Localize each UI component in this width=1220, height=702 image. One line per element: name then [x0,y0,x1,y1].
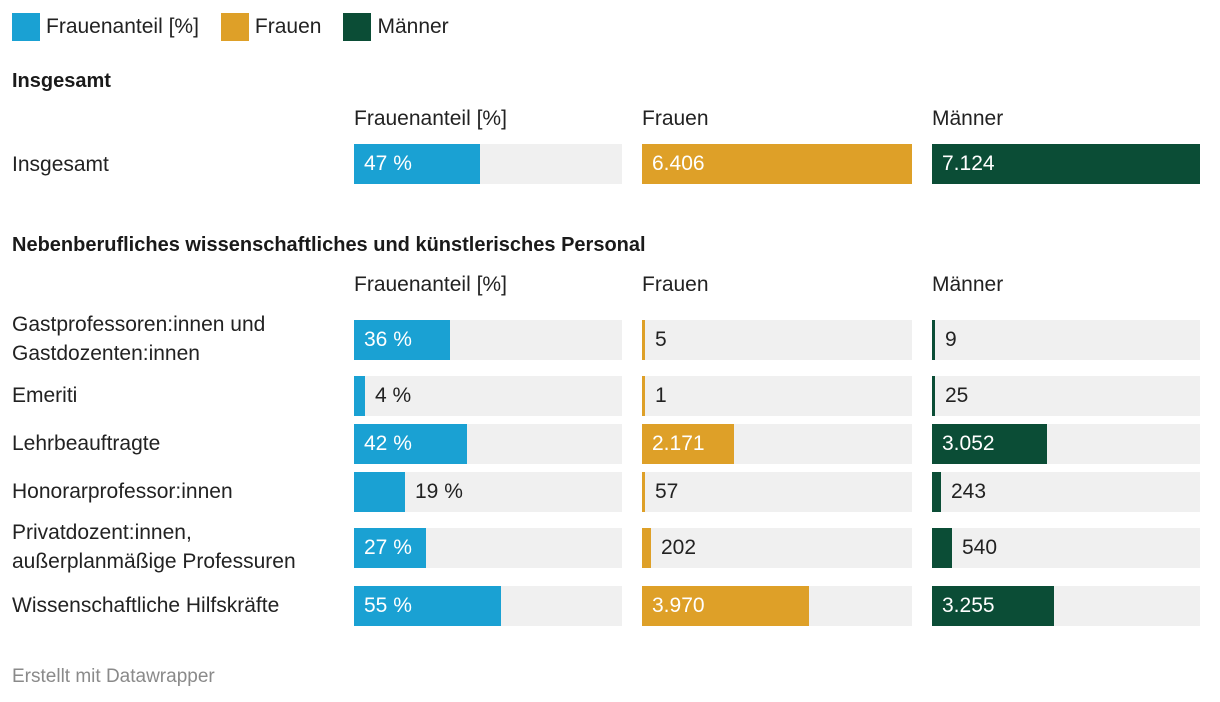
bar-men [932,472,941,512]
value-label-women: 2.171 [652,432,705,455]
bar-track-women: 57 [642,472,912,512]
column-header-women: Frauen [642,273,709,296]
value-label-men: 3.052 [942,432,995,455]
value-label-men: 7.124 [942,152,995,175]
bar-women [642,376,645,416]
bar-track-share: 47 % [354,144,622,184]
legend-item-men: Männer [343,13,449,41]
bar-track-men: 243 [932,472,1200,512]
bar-men [932,320,935,360]
value-label-share: 47 % [364,152,412,175]
column-header-men: Männer [932,273,1004,296]
value-label-women: 202 [661,536,697,559]
bar-share [354,472,405,512]
row-label: Gastprofessoren:innen und Gastdozenten:i… [12,313,266,365]
bar-track-share: 27 % [354,528,622,568]
bar-men [932,528,952,568]
value-label-men: 3.255 [942,594,995,617]
value-label-men: 9 [945,328,957,351]
bar-track-men: 7.124 [932,144,1200,184]
bar-track-men: 3.052 [932,424,1200,464]
value-label-men: 540 [962,536,998,559]
value-label-share: 27 % [364,536,412,559]
legend-swatch-share [12,13,40,41]
bar-women [642,424,734,464]
bar-track-share: 4 % [354,376,622,416]
row-label: Emeriti [12,384,78,407]
value-label-share: 42 % [364,432,412,455]
bar-men [932,144,1200,184]
bar-track-women: 5 [642,320,912,360]
column-header-women: Frauen [642,107,709,130]
bar-track-women: 1 [642,376,912,416]
legend-label-men: Männer [377,15,449,38]
value-label-men: 25 [945,384,969,407]
bar-track-men: 3.255 [932,586,1200,626]
value-label-share: 4 % [375,384,412,407]
bar-share [354,586,501,626]
value-label-women: 3.970 [652,594,705,617]
legend-label-women: Frauen [254,15,322,38]
value-label-share: 19 % [415,480,463,503]
value-label-share: 36 % [364,328,412,351]
bar-men [932,376,935,416]
value-label-women: 57 [655,480,679,503]
bar-track-women: 2.171 [642,424,912,464]
bar-track-women: 3.970 [642,586,912,626]
legend: Frauenanteil [%] Frauen Männer [12,12,471,42]
row-label: Lehrbeauftragte [12,432,161,455]
footer-credit: Erstellt mit Datawrapper [12,666,215,687]
column-header-men: Männer [932,107,1004,130]
value-label-women: 6.406 [652,152,705,175]
value-label-men: 243 [951,480,987,503]
bar-track-men: 540 [932,528,1200,568]
bar-women [642,586,809,626]
row-label: Honorarprofessor:innen [12,480,233,503]
bar-track-women: 202 [642,528,912,568]
column-header-share: Frauenanteil [%] [354,273,507,296]
bar-track-share: 42 % [354,424,622,464]
section-title: Insgesamt [12,70,111,92]
bar-track-women: 6.406 [642,144,912,184]
value-label-women: 1 [655,384,667,407]
bar-track-share: 36 % [354,320,622,360]
legend-item-women: Frauen [220,13,322,41]
bar-women [642,144,912,184]
bar-track-men: 25 [932,376,1200,416]
bar-men [932,424,1047,464]
row-label: Privatdozent:innen, außerplanmäßige Prof… [12,521,296,573]
bar-women [642,528,651,568]
section-title: Nebenberufliches wissenschaftliches und … [12,234,646,256]
bar-women [642,320,645,360]
row-label: Wissenschaftliche Hilfskräfte [12,594,280,617]
legend-label-share: Frauenanteil [%] [46,15,199,38]
legend-swatch-women [220,13,249,41]
bar-track-share: 19 % [354,472,622,512]
bar-share [354,376,365,416]
bar-share [354,144,480,184]
bar-share [354,424,467,464]
value-label-women: 5 [655,328,667,351]
column-header-share: Frauenanteil [%] [354,107,507,130]
row-label: Insgesamt [12,153,109,176]
value-label-share: 55 % [364,594,412,617]
legend-item-share: Frauenanteil [%] [12,13,199,41]
bar-track-men: 9 [932,320,1200,360]
bar-track-share: 55 % [354,586,622,626]
bar-share [354,320,450,360]
bar-women [642,472,645,512]
legend-swatch-men [343,13,372,41]
bar-men [932,586,1054,626]
bar-share [354,528,426,568]
